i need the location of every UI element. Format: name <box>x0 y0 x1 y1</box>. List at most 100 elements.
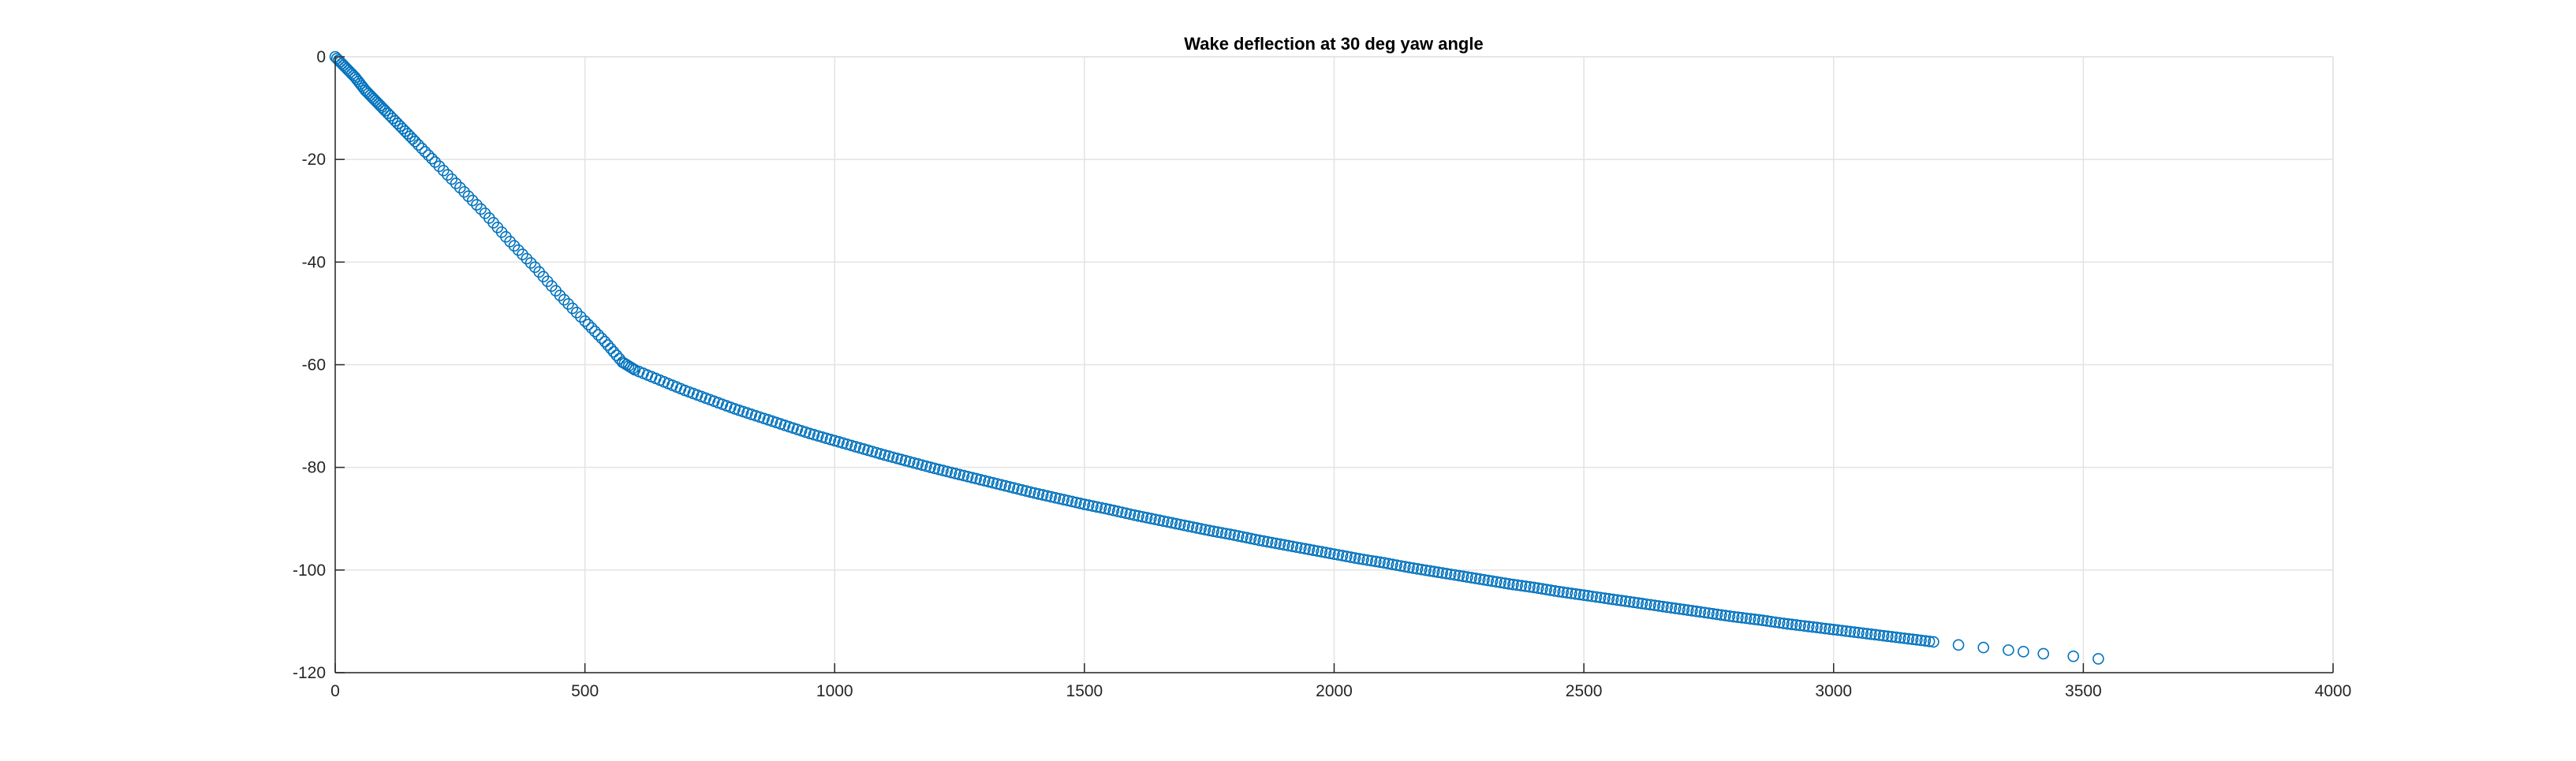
data-point <box>1886 631 1898 643</box>
data-point <box>1428 565 1440 578</box>
data-point <box>1012 483 1024 495</box>
data-point <box>1182 520 1195 532</box>
data-point <box>1124 508 1137 520</box>
data-point <box>1690 605 1702 617</box>
data-point <box>1465 572 1477 584</box>
data-point <box>1603 592 1615 605</box>
data-point <box>1553 585 1565 598</box>
data-point <box>1682 604 1694 617</box>
data-point <box>1029 487 1040 499</box>
data-point <box>916 459 928 472</box>
data-point <box>928 462 941 475</box>
data-point <box>1890 631 1902 643</box>
data-point <box>1819 622 1831 635</box>
data-point <box>377 103 390 115</box>
data-point <box>899 454 912 467</box>
data-point <box>1186 521 1199 533</box>
data-point <box>1473 573 1486 585</box>
data-point <box>1861 628 1873 640</box>
data-point <box>958 469 970 482</box>
data-point <box>579 315 591 327</box>
y-tick-label: -40 <box>302 253 326 271</box>
data-point <box>1836 625 1848 636</box>
data-point <box>1153 514 1166 527</box>
x-tick-label: 3000 <box>1815 682 1852 700</box>
data-point <box>1669 602 1682 614</box>
data-point <box>1928 636 1939 648</box>
data-point <box>1727 610 1740 623</box>
data-point <box>1141 512 1153 524</box>
data-point <box>554 289 566 301</box>
data-point <box>1744 613 1757 625</box>
data-point <box>1228 529 1241 541</box>
data-point <box>961 471 974 483</box>
data-point <box>1882 630 1894 643</box>
data-point <box>416 142 428 155</box>
data-point <box>521 252 533 265</box>
data-point <box>1640 598 1652 610</box>
data-point <box>879 449 890 461</box>
data-point <box>1440 568 1453 580</box>
data-point <box>883 450 895 462</box>
data-point <box>1619 595 1632 607</box>
data-point <box>605 342 617 355</box>
data-point <box>1894 632 1906 644</box>
data-point <box>1648 599 1661 611</box>
data-point <box>429 156 441 168</box>
data-point <box>1782 617 1794 630</box>
data-point <box>610 349 623 361</box>
chart-title: Wake deflection at 30 deg yaw angle <box>1184 34 1483 54</box>
data-point <box>1678 603 1690 616</box>
data-point <box>1824 623 1835 635</box>
data-point <box>1707 607 1719 620</box>
data-point <box>1499 577 1511 589</box>
data-point <box>1902 632 1915 645</box>
data-point <box>2037 647 2050 660</box>
data-point <box>409 136 421 147</box>
data-point <box>475 203 487 215</box>
data-point <box>1711 608 1723 621</box>
data-point <box>1349 552 1361 564</box>
data-point <box>1449 569 1461 581</box>
data-point <box>1432 566 1444 578</box>
x-tick-label: 1000 <box>816 682 853 700</box>
data-point <box>1215 527 1228 539</box>
data-point <box>1740 612 1753 625</box>
data-point <box>1732 611 1744 624</box>
x-tick-label: 2500 <box>1566 682 1603 700</box>
data-point <box>1245 532 1257 545</box>
data-point <box>1557 586 1570 599</box>
data-point <box>1482 574 1495 587</box>
data-point <box>458 186 470 198</box>
data-point <box>1091 501 1103 513</box>
data-point <box>1208 525 1219 537</box>
data-point <box>1266 536 1278 549</box>
data-point <box>1457 570 1469 583</box>
data-point <box>570 307 583 319</box>
data-point <box>592 329 604 341</box>
data-point <box>1657 600 1669 613</box>
data-point <box>1486 575 1499 588</box>
data-point <box>1162 516 1174 528</box>
data-point <box>1378 557 1391 569</box>
data-point <box>1303 543 1316 556</box>
data-point <box>1857 627 1869 640</box>
data-point <box>1257 535 1270 547</box>
data-point <box>1615 595 1627 606</box>
data-point <box>954 468 965 481</box>
data-point <box>920 460 932 472</box>
data-point <box>422 149 435 162</box>
data-point <box>1574 588 1586 601</box>
data-point <box>1906 633 1919 645</box>
data-point <box>1332 549 1345 561</box>
x-tick-label: 1500 <box>1066 682 1103 700</box>
y-tick-label: -100 <box>293 561 326 580</box>
data-point <box>1203 524 1215 537</box>
data-point <box>1540 584 1552 595</box>
y-tick-label: 0 <box>316 48 326 66</box>
data-point <box>1507 578 1519 591</box>
data-point <box>1532 582 1544 595</box>
data-point <box>1877 629 1890 642</box>
data-point <box>1831 624 1844 636</box>
data-point <box>1765 615 1777 628</box>
